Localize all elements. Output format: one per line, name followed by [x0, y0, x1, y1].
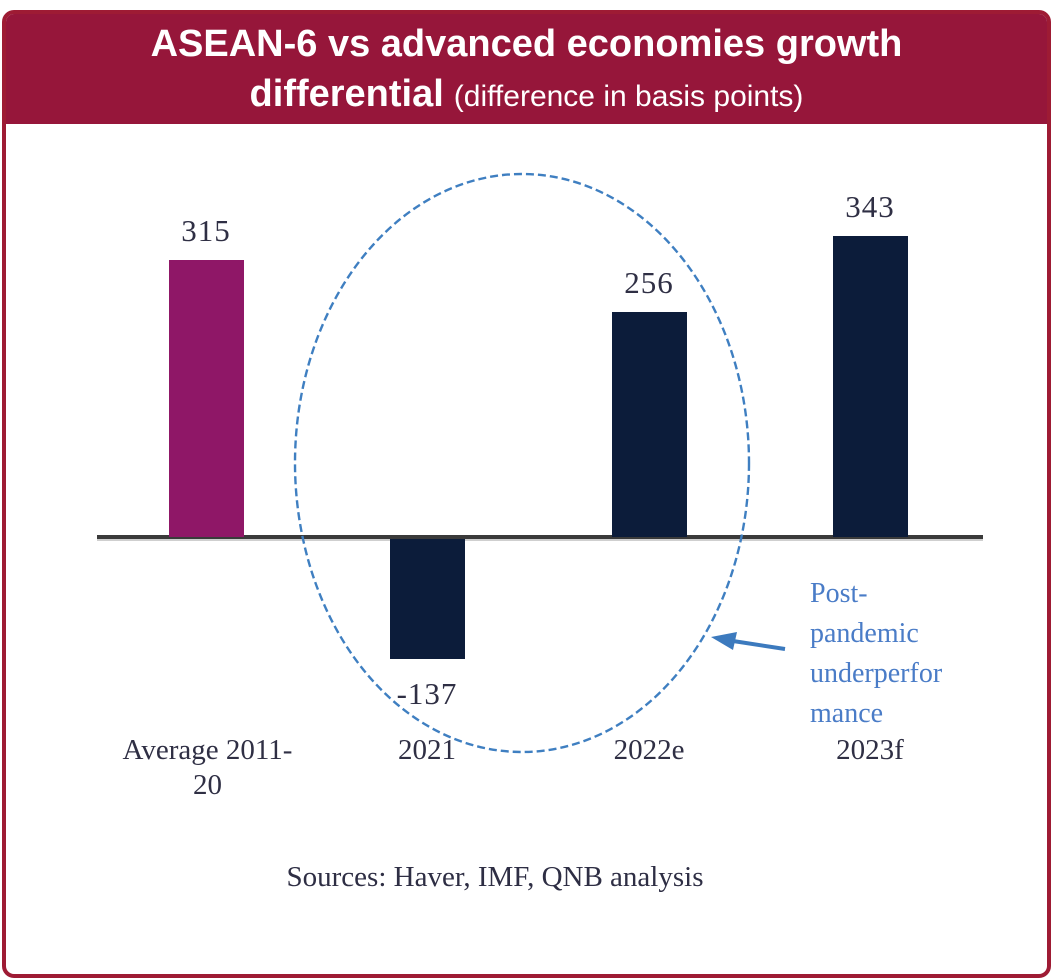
x-tick-label-2022e: 2022e	[613, 734, 685, 766]
chart-subtitle: (difference in basis points)	[453, 79, 804, 113]
chart-header: ASEAN-6 vs advanced economies growth dif…	[6, 14, 1047, 124]
chart-title-line2: differential (difference in basis points)	[250, 69, 804, 122]
value-label-0: 315	[181, 213, 231, 248]
bar-2	[611, 312, 687, 537]
x-tick-label-2023f: 2023f	[836, 734, 904, 766]
x-tick-label-average-2011-20: Average 2011-20	[122, 734, 293, 801]
value-label-2: 256	[624, 265, 674, 300]
bar-1	[389, 539, 465, 659]
value-label-1: -137	[396, 676, 458, 711]
bar-0	[168, 260, 244, 537]
chart-title-bold-word: differential	[249, 72, 444, 115]
x-tick-label-2021: 2021	[398, 734, 456, 766]
left-arrow-icon	[711, 632, 786, 651]
annotation-text: Post- pandemic underperfor mance	[810, 578, 943, 729]
sources-text: Sources: Haver, IMF, QNB analysis	[286, 861, 704, 893]
bar-3	[832, 236, 908, 537]
value-label-3: 343	[845, 189, 895, 224]
chart-title-line1: ASEAN-6 vs advanced economies growth	[150, 22, 903, 65]
